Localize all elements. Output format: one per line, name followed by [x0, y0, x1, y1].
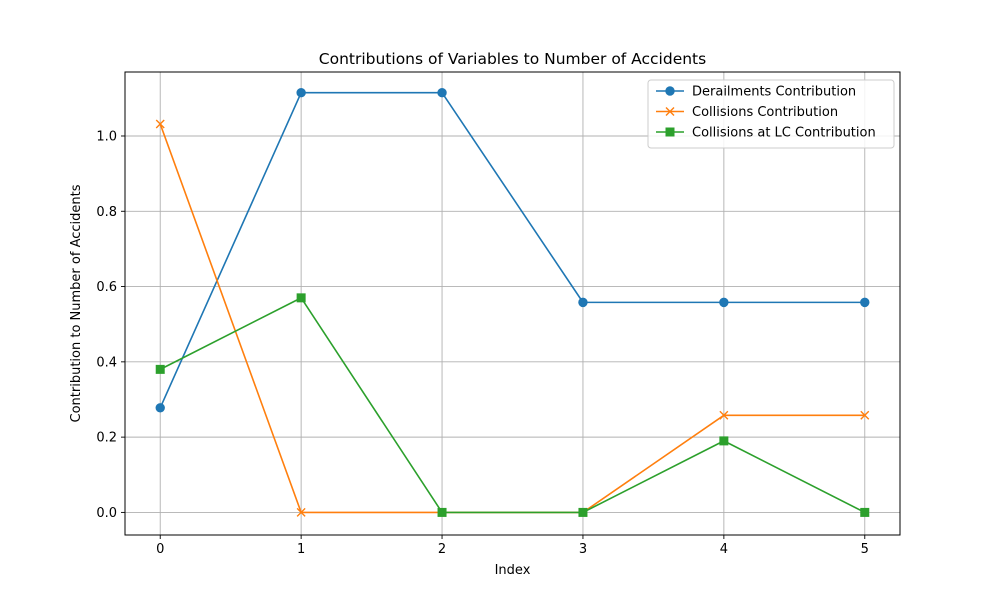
- data-point: [719, 410, 729, 420]
- x-marker-stroke: [296, 507, 306, 517]
- data-point: [155, 119, 165, 129]
- x-marker-stroke: [665, 107, 675, 116]
- series-line: [159, 91, 865, 409]
- y-tick-label: 0.2: [96, 431, 117, 446]
- data-point: [296, 88, 306, 98]
- data-point: [578, 507, 588, 517]
- data-point: [719, 436, 729, 446]
- legend: Derailments Contribution Collisions Contr…: [647, 79, 895, 149]
- x-tick-label: 5: [861, 542, 869, 557]
- chart-title: Contributions of Variables to Number of …: [319, 50, 706, 68]
- data-point: [719, 297, 729, 308]
- legend-label: Collisions at LC Contribution: [692, 126, 876, 141]
- x-tick-label: 1: [297, 542, 305, 557]
- legend-marker: [665, 107, 675, 116]
- data-point: [860, 410, 870, 420]
- data-point: [296, 293, 306, 303]
- legend-entry: Derailments Contribution: [656, 85, 856, 100]
- y-tick-label: 0.6: [96, 280, 117, 295]
- legend-label: Collisions Contribution: [692, 105, 838, 120]
- axis-ticks: 0 1 2 3 4 5 0.0 0.2 0.4 0.6 0.8 1.0: [96, 129, 869, 557]
- data-point: [155, 364, 165, 374]
- data-point: [860, 507, 870, 517]
- y-tick-label: 1.0: [96, 129, 117, 144]
- data-point: [578, 297, 588, 308]
- y-axis-title: Contribution to Number of Accidents: [69, 184, 84, 422]
- series-group: [155, 88, 870, 517]
- series-3: [155, 293, 870, 517]
- series-line: [159, 297, 866, 514]
- x-axis-title: Index: [495, 563, 531, 578]
- grid-lines: [125, 72, 900, 535]
- x-tick-label: 2: [438, 542, 446, 557]
- data-point: [437, 88, 447, 98]
- x-tick-label: 3: [579, 542, 587, 557]
- x-tick-label: 0: [156, 542, 164, 557]
- x-marker-stroke: [719, 410, 729, 420]
- legend-marker: [665, 86, 675, 96]
- data-point: [437, 507, 447, 517]
- legend-label: Derailments Contribution: [692, 85, 856, 100]
- legend-marker: [665, 127, 675, 137]
- legend-entry: Collisions Contribution: [656, 105, 838, 120]
- y-tick-label: 0.8: [96, 205, 117, 220]
- x-marker-stroke: [155, 119, 165, 129]
- plot-frame: [124, 71, 901, 536]
- x-tick-label: 4: [720, 542, 728, 557]
- legend-box: [647, 79, 895, 149]
- x-marker-stroke: [860, 410, 870, 420]
- data-point: [296, 507, 306, 517]
- series-1: [155, 88, 870, 413]
- y-tick-label: 0.4: [96, 355, 117, 370]
- legend-entry: Collisions at LC Contribution: [656, 126, 876, 141]
- y-tick-label: 0.0: [96, 506, 117, 521]
- data-point: [860, 297, 870, 308]
- data-point: [155, 403, 165, 413]
